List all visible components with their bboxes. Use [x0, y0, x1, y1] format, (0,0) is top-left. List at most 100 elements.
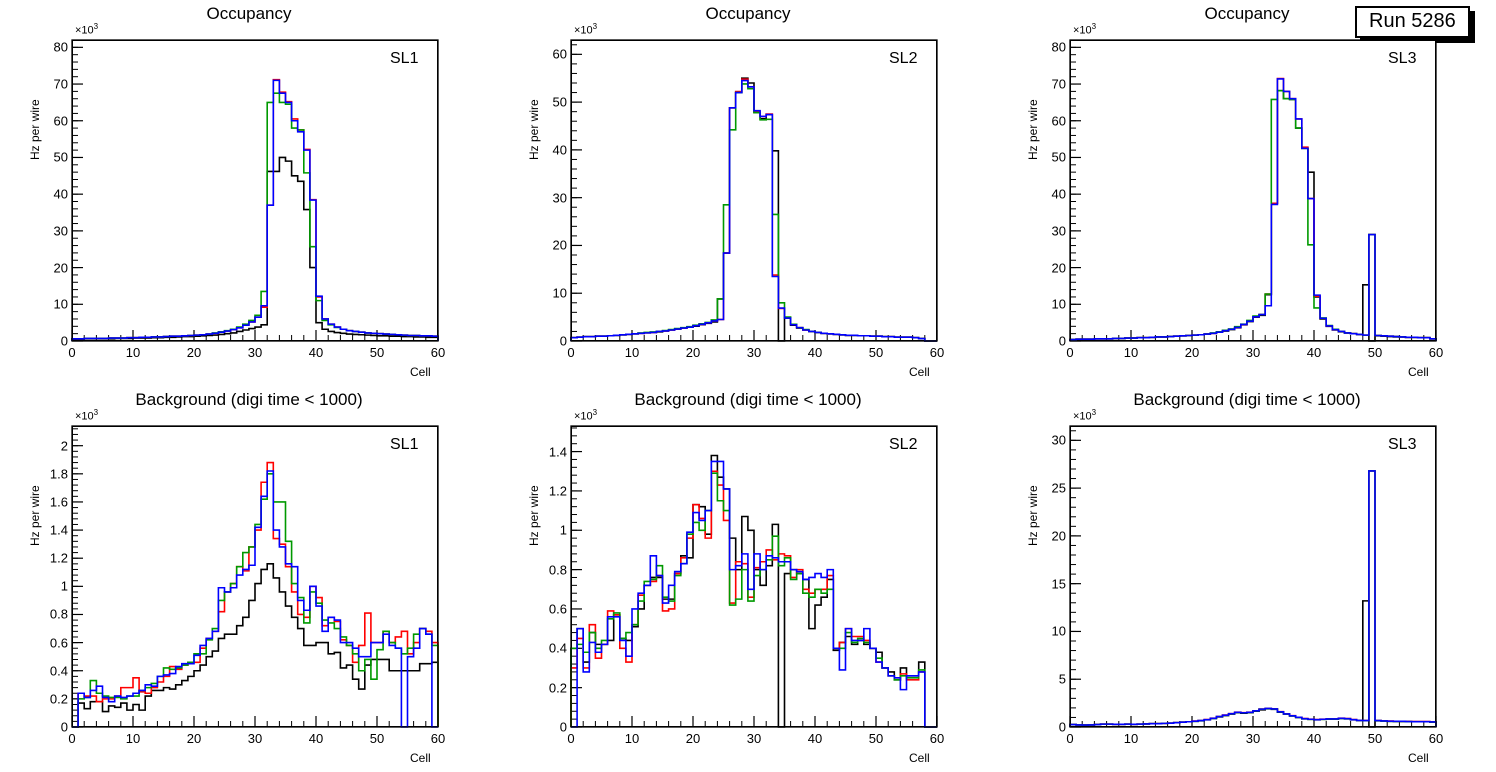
plot-frame-border	[570, 39, 938, 342]
y-tick-label: 80	[53, 39, 68, 55]
x-tick-label: 30	[746, 731, 762, 746]
y-tick-label: 1	[559, 522, 567, 538]
y-tick-label: 1.6	[49, 494, 68, 510]
plot-frame-border	[1069, 39, 1437, 342]
x-tick-label: 10	[125, 345, 141, 360]
x-tick-label: 10	[624, 731, 640, 746]
histogram-series-layer1	[570, 77, 937, 342]
y-tick-label: 1	[60, 578, 68, 594]
x-tick-label: 30	[247, 345, 263, 360]
y-tick-label: 0	[559, 333, 567, 349]
x-tick-label: 40	[807, 731, 823, 746]
superlayer-annotation: SL3	[1388, 50, 1417, 67]
histogram-canvas	[1069, 425, 1437, 728]
x-tick-label: 20	[1184, 345, 1200, 360]
x-axis-label: Cell	[410, 751, 431, 765]
y-tick-label: 70	[1051, 76, 1066, 92]
y-tick-label: 20	[1051, 528, 1066, 544]
y-tick-label: 20	[552, 237, 567, 253]
y-tick-label: 40	[53, 186, 68, 202]
histogram-series-layer4	[570, 79, 937, 342]
y-tick-label: 15	[1051, 576, 1066, 592]
x-axis-ticks	[570, 716, 938, 727]
y-tick-label: 30	[53, 223, 68, 239]
x-tick-label: 40	[807, 345, 823, 360]
x-tick-label: 30	[247, 731, 263, 746]
x-tick-label: 30	[1245, 345, 1261, 360]
histogram-canvas	[71, 39, 439, 342]
panel-title: Occupancy	[1204, 4, 1290, 23]
y-axis-ticks	[72, 39, 83, 342]
x-tick-label: 10	[1123, 731, 1139, 746]
x-axis-label: Cell	[909, 365, 930, 379]
panel-title: Occupancy	[705, 4, 791, 23]
x-tick-label: 0	[1066, 345, 1074, 360]
x-tick-label: 50	[369, 731, 385, 746]
y-tick-label: 40	[552, 142, 567, 158]
x-tick-label: 0	[68, 345, 76, 360]
y-tick-label: 50	[1051, 149, 1066, 165]
exponent-power: 3	[93, 408, 99, 417]
plot-panel-occupancy-sl3: Occupancy ×103 Hz per wire Cell SL3 0 10 20 30 40…	[998, 0, 1496, 386]
x-tick-label: 20	[685, 731, 701, 746]
x-axis-ticks	[71, 716, 439, 727]
exponent-power: 3	[93, 22, 99, 31]
y-axis-exponent: ×103	[574, 408, 597, 423]
y-tick-label: 1.2	[548, 483, 567, 499]
superlayer-annotation: SL2	[889, 50, 918, 67]
x-tick-label: 50	[1367, 731, 1383, 746]
histogram-series-layer4	[1069, 78, 1437, 341]
exponent-power: 3	[592, 22, 598, 31]
x-axis-label: Cell	[1408, 751, 1429, 765]
x-tick-label: 60	[929, 731, 945, 746]
exponent-base: ×10	[1073, 410, 1092, 423]
histogram-series-layer3	[71, 92, 439, 341]
x-tick-label: 60	[1428, 345, 1444, 360]
x-tick-label: 60	[1428, 731, 1444, 746]
y-tick-label: 1.2	[49, 550, 68, 566]
y-tick-label: 0	[1058, 333, 1066, 349]
superlayer-annotation: SL2	[889, 436, 918, 453]
x-tick-label: 50	[868, 731, 884, 746]
exponent-power: 3	[1091, 22, 1097, 31]
y-tick-label: 1.8	[49, 466, 68, 482]
histogram-series-layer2	[71, 78, 439, 341]
y-tick-label: 40	[1051, 186, 1066, 202]
y-tick-label: 0	[559, 719, 567, 735]
plot-frame-border	[71, 425, 439, 728]
histogram-series-layer2	[570, 78, 937, 342]
plot-panel-background-sl2: Background (digi time < 1000) ×103 Hz per …	[499, 386, 997, 772]
y-tick-label: 60	[1051, 113, 1066, 129]
exponent-power: 3	[1091, 408, 1097, 417]
histogram-canvas	[1069, 39, 1437, 342]
x-tick-label: 10	[1123, 345, 1139, 360]
x-tick-label: 60	[430, 345, 446, 360]
y-tick-label: 80	[1051, 39, 1066, 55]
panel-title: Background (digi time < 1000)	[634, 390, 862, 409]
y-tick-label: 0.8	[548, 562, 567, 578]
y-axis-exponent: ×103	[75, 22, 98, 37]
x-tick-label: 60	[929, 345, 945, 360]
histogram-series-layer1	[71, 156, 439, 341]
histogram-canvas	[570, 39, 938, 342]
y-tick-label: 0.2	[548, 680, 567, 696]
x-tick-label: 40	[308, 345, 324, 360]
plot-frame-border	[71, 39, 439, 342]
histogram-series-layer4	[72, 470, 438, 728]
y-tick-label: 50	[552, 94, 567, 110]
x-tick-label: 20	[1184, 731, 1200, 746]
exponent-base: ×10	[574, 410, 593, 423]
y-tick-label: 1.4	[49, 522, 68, 538]
y-axis-exponent: ×103	[1073, 408, 1096, 423]
y-tick-label: 50	[53, 149, 68, 165]
histogram-series-layer3	[1069, 89, 1437, 341]
histogram-canvas	[71, 425, 439, 728]
y-tick-label: 5	[1058, 671, 1066, 687]
y-tick-label: 0	[60, 333, 68, 349]
superlayer-annotation: SL1	[390, 50, 419, 67]
plot-panel-occupancy-sl1: Occupancy ×103 Hz per wire Cell SL1 0 10 20 30 40…	[0, 0, 498, 386]
x-tick-label: 0	[567, 731, 575, 746]
exponent-power: 3	[592, 408, 598, 417]
y-tick-label: 0.4	[548, 640, 567, 656]
